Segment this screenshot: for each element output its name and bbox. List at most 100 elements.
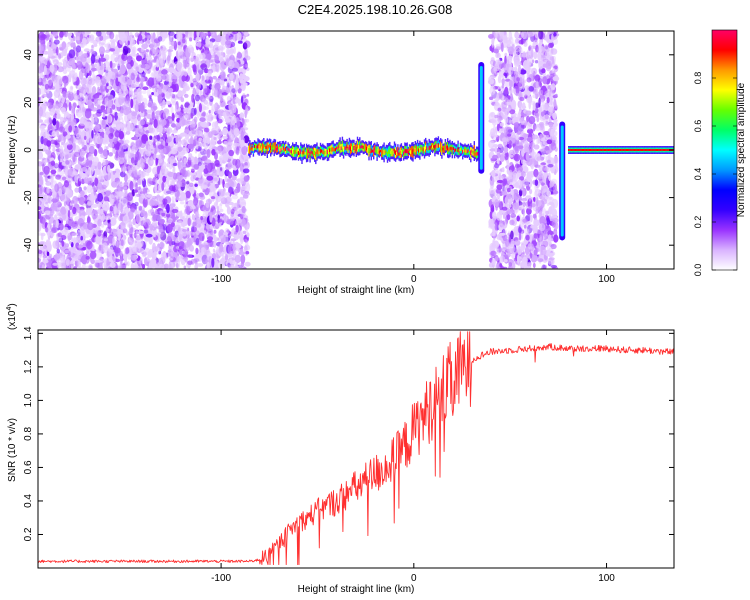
noise-cell	[177, 46, 183, 56]
noise-cell	[116, 116, 124, 121]
noise-cell	[38, 163, 42, 173]
noise-cell	[150, 252, 156, 258]
noise-cell	[73, 236, 76, 245]
noise-cell	[85, 62, 89, 70]
noise-cell	[94, 59, 100, 63]
band-core	[251, 146, 253, 149]
noise-cell	[43, 65, 47, 76]
noise-cell	[194, 183, 198, 187]
noise-cell	[183, 241, 191, 252]
band-core	[259, 145, 261, 149]
noise-cell	[168, 31, 175, 36]
noise-cell	[49, 157, 55, 161]
noise-cell	[150, 102, 157, 112]
band-core	[408, 148, 411, 151]
noise-cell	[47, 49, 54, 57]
noise-cell	[81, 37, 87, 45]
noise-cell	[47, 60, 50, 69]
noise-cell	[141, 264, 146, 269]
noise-cell	[145, 233, 153, 238]
noise-cell	[223, 183, 228, 188]
noise-cell	[177, 146, 183, 152]
noise-cell	[87, 156, 95, 161]
band-core	[370, 148, 372, 154]
noise-cell	[65, 188, 70, 195]
noise-cell	[100, 66, 104, 71]
noise-cell	[73, 91, 77, 99]
noise-cell	[198, 103, 202, 113]
band-core	[339, 144, 341, 150]
noise-cell	[232, 234, 237, 238]
band-core	[261, 145, 264, 150]
noise-cell	[240, 262, 245, 267]
noise-cell	[53, 139, 60, 146]
noise-cell	[136, 134, 142, 138]
band-core	[286, 150, 288, 153]
noise-cell	[86, 201, 92, 206]
noise-cell	[103, 35, 109, 40]
noise-cell	[158, 49, 164, 55]
noise-cell	[241, 206, 246, 214]
noise-cell	[177, 32, 184, 41]
noise-cell	[84, 94, 88, 104]
noise-cell	[95, 262, 101, 268]
noise-cell	[154, 246, 160, 255]
noise-cell	[98, 146, 104, 154]
noise-cell	[206, 163, 211, 172]
noise-cell	[67, 32, 72, 37]
noise-cell	[183, 107, 190, 113]
band-core	[273, 145, 275, 150]
noise-cell	[52, 31, 59, 37]
band-core	[296, 149, 298, 153]
noise-cell	[45, 149, 51, 155]
noise-cell	[217, 109, 222, 119]
noise-cell	[229, 72, 234, 81]
noise-cell	[209, 212, 213, 223]
noise-cell	[222, 153, 229, 162]
band-core	[333, 148, 335, 152]
noise-cell	[194, 107, 197, 115]
noise-cell	[187, 155, 195, 161]
noise-cell	[45, 227, 49, 233]
band-core	[300, 149, 302, 154]
noise-cell	[100, 42, 105, 46]
noise-cell	[243, 175, 250, 183]
noise-cell	[38, 232, 43, 236]
noise-cell	[168, 45, 176, 50]
noise-cell	[243, 192, 250, 196]
noise-cell	[69, 241, 72, 245]
noise-cell	[189, 57, 194, 61]
band-core	[352, 145, 354, 150]
noise-cell	[99, 169, 103, 177]
noise-cell	[203, 99, 208, 105]
noise-cell	[88, 146, 95, 154]
noise-cell	[123, 254, 128, 261]
noise-cell	[190, 175, 195, 182]
noise-cell	[42, 94, 48, 98]
noise-cell	[236, 52, 243, 59]
noise-cell	[181, 146, 186, 154]
noise-cell	[241, 31, 245, 38]
band-core	[361, 144, 363, 148]
noise-cell	[63, 180, 70, 188]
noise-cell	[46, 34, 51, 38]
noise-cell	[126, 78, 132, 86]
noise-cell	[218, 45, 224, 51]
noise-cell	[122, 214, 130, 224]
noise-cell	[214, 159, 220, 166]
band-core	[252, 147, 255, 152]
noise-cell	[128, 237, 133, 243]
noise-cell	[75, 109, 79, 116]
noise-cell	[177, 91, 183, 98]
noise-cell	[167, 136, 172, 143]
noise-cell	[136, 241, 142, 249]
noise-cell	[149, 199, 155, 207]
noise-cell	[213, 177, 218, 181]
noise-cell	[211, 257, 215, 268]
noise-cell	[153, 38, 160, 44]
noise-cell	[146, 109, 152, 114]
noise-cell	[179, 117, 186, 127]
band-core	[379, 149, 382, 153]
noise-cell	[206, 261, 210, 269]
noise-cell	[229, 48, 234, 54]
